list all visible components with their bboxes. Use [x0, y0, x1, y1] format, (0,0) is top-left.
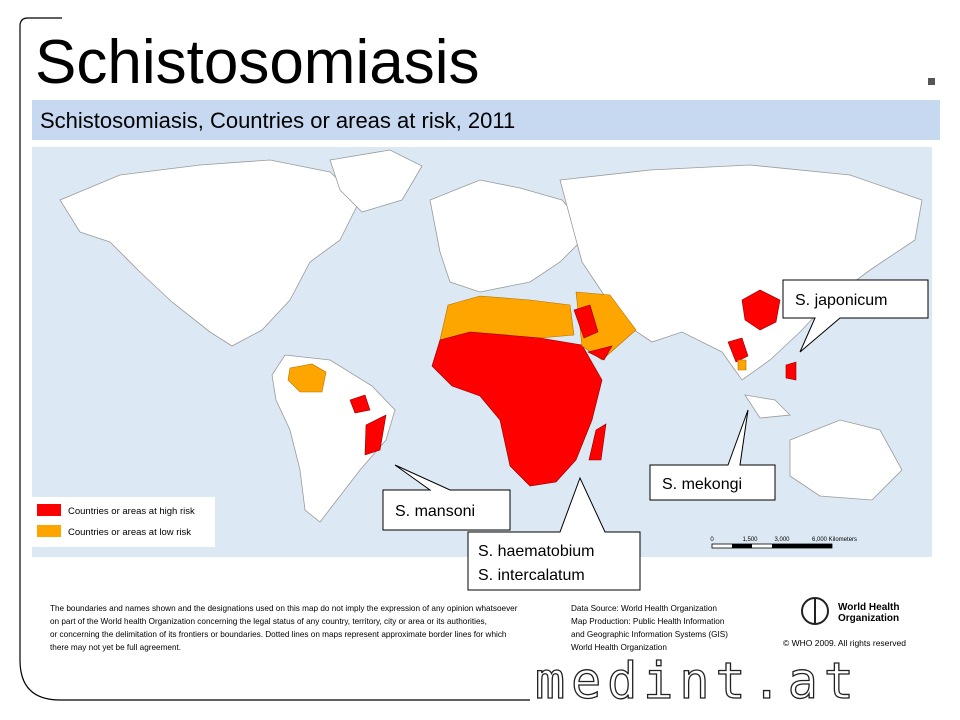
callout — [649, 409, 776, 501]
callout — [382, 464, 511, 531]
disclaimer: on part of the World health Organization… — [50, 617, 487, 626]
disclaimer: there may not yet be full agreement. — [50, 643, 181, 652]
legend-box — [32, 497, 215, 547]
callout-label: S. mekongi — [662, 476, 742, 493]
callout-label: S. haematobium — [478, 543, 595, 560]
scale-label: 1,500 — [742, 537, 758, 543]
legend-swatch — [37, 525, 61, 537]
high-risk-area — [741, 289, 781, 331]
legend-swatch — [37, 504, 61, 516]
source: and Geographic Information Systems (GIS) — [571, 630, 728, 639]
legend-label: Countries or areas at high risk — [68, 506, 195, 517]
indonesia — [744, 394, 791, 419]
low-risk-area — [287, 363, 327, 393]
bullet — [928, 78, 935, 85]
europe — [429, 179, 591, 293]
high-risk-area — [364, 414, 387, 456]
callout-label: S. mansoni — [395, 503, 475, 520]
legend-label: Countries or areas at low risk — [68, 527, 191, 538]
copyright: © WHO 2009. All rights reserved — [783, 638, 906, 648]
organization-line: World Health — [838, 602, 899, 613]
north-america — [59, 159, 361, 347]
source: Data Source: World Health Organization — [571, 604, 717, 613]
callout-label: S. japonicum — [795, 292, 888, 309]
organization-line: Organization — [838, 613, 899, 624]
who-logo — [801, 597, 829, 625]
australia — [789, 419, 903, 501]
high-risk-area — [785, 361, 797, 381]
source: Map Production: Public Health Informatio… — [571, 617, 725, 626]
high-risk-area — [588, 423, 607, 461]
callout — [467, 476, 641, 591]
high-risk-area — [349, 394, 371, 414]
scale-bar — [732, 544, 752, 548]
scale-label: 0 — [710, 537, 714, 543]
watermark: medint.at — [535, 652, 860, 710]
risk-areas — [287, 289, 797, 487]
disclaimer: The boundaries and names shown and the d… — [50, 604, 518, 613]
subtitle-bar — [32, 100, 940, 140]
scale-bar — [772, 544, 832, 548]
source: World Health Organization — [571, 643, 667, 652]
high-risk-area — [587, 345, 613, 361]
high-risk-area — [431, 331, 603, 487]
scale-label: 3,000 — [774, 537, 790, 543]
high-risk-area — [573, 304, 599, 339]
low-risk-area — [737, 359, 747, 371]
frame-line — [19, 17, 530, 701]
high-risk-area — [727, 337, 749, 363]
callout — [782, 279, 929, 353]
organization: World Health Organization — [838, 602, 899, 624]
greenland — [329, 149, 423, 213]
callout-label: S. intercalatum — [478, 567, 585, 584]
title: Schistosomiasis — [35, 28, 479, 97]
disclaimer: or concerning the delimitation of its fr… — [50, 630, 507, 639]
subtitle: Schistosomiasis, Countries or areas at r… — [40, 108, 515, 133]
scale-label: 6,000 Kilometers — [812, 537, 857, 543]
